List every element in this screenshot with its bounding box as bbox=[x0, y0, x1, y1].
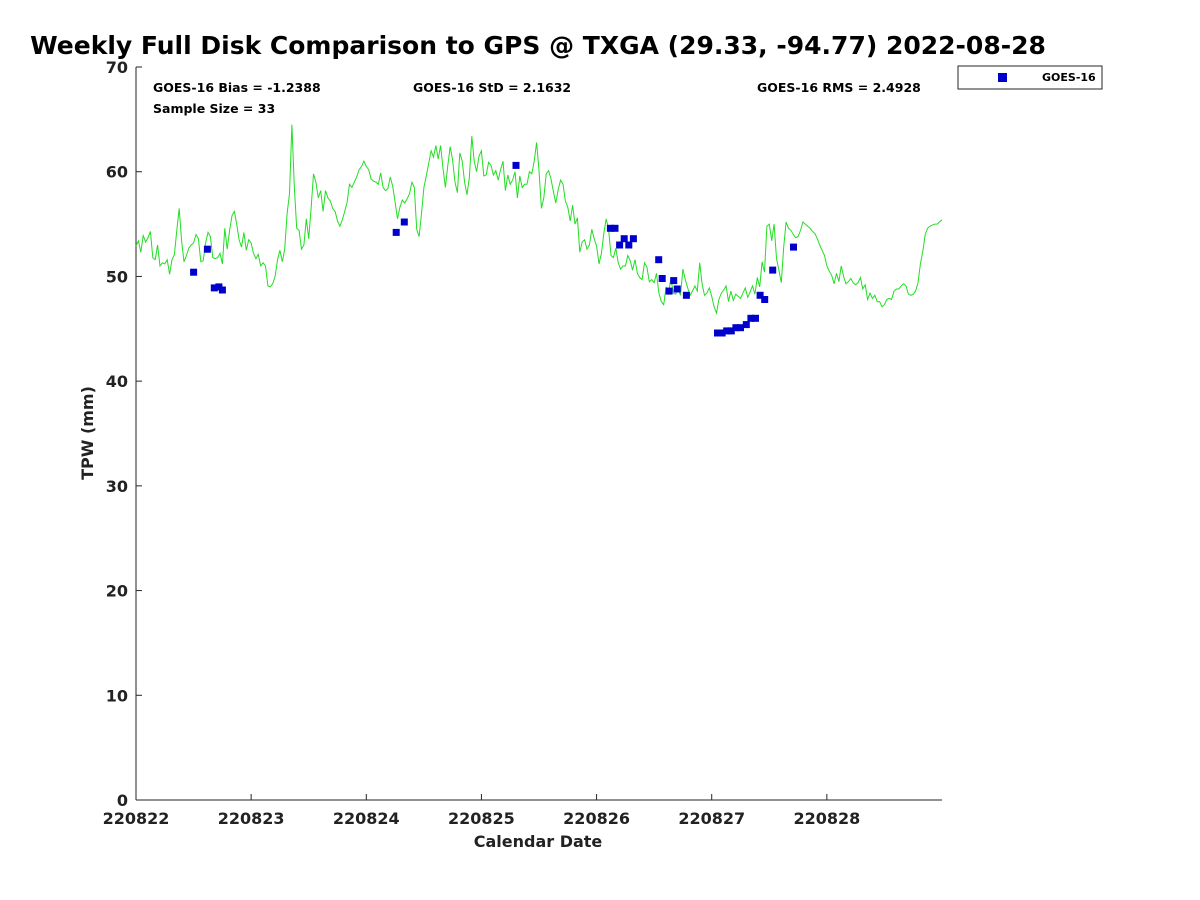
goes16-point bbox=[210, 284, 218, 292]
x-axis-label: Calendar Date bbox=[474, 832, 603, 851]
chart-title: Weekly Full Disk Comparison to GPS @ TXG… bbox=[30, 31, 1046, 60]
y-tick-label: 60 bbox=[106, 163, 128, 182]
goes16-point bbox=[665, 287, 673, 295]
x-tick-label: 220823 bbox=[218, 809, 285, 828]
goes16-point bbox=[616, 241, 624, 249]
goes16-point bbox=[629, 235, 637, 243]
goes16-point bbox=[723, 327, 731, 335]
goes16-point bbox=[682, 291, 690, 299]
goes16-point bbox=[400, 218, 408, 226]
goes16-point bbox=[218, 286, 226, 294]
series-layer bbox=[135, 124, 943, 337]
bias-stat: GOES-16 Bias = -1.2388 bbox=[153, 80, 321, 95]
goes16-point bbox=[611, 224, 619, 232]
x-tick-label: 220825 bbox=[448, 809, 515, 828]
y-tick-label: 50 bbox=[106, 267, 128, 286]
goes16-point bbox=[718, 329, 726, 337]
goes16-point bbox=[512, 161, 520, 169]
goes16-point bbox=[732, 324, 740, 332]
goes16-point bbox=[790, 243, 797, 251]
goes16-point bbox=[392, 228, 400, 236]
goes16-point bbox=[203, 245, 211, 253]
x-tick-label: 220827 bbox=[678, 809, 745, 828]
y-tick-label: 70 bbox=[106, 58, 128, 77]
goes16-point bbox=[606, 224, 614, 232]
goes16-point bbox=[655, 256, 663, 264]
x-tick-label: 220826 bbox=[563, 809, 630, 828]
goes16-point bbox=[742, 321, 750, 329]
goes16-point bbox=[752, 314, 759, 322]
goes16-point bbox=[769, 266, 777, 274]
stats-annotations: GOES-16 Bias = -1.2388 GOES-16 StD = 2.1… bbox=[153, 80, 921, 116]
y-tick-label: 30 bbox=[106, 477, 128, 496]
goes16-point bbox=[714, 329, 721, 337]
y-tick-label: 40 bbox=[106, 372, 128, 391]
x-axis-ticks: 220822 220823 220824 220825 220826 220827 2208… bbox=[103, 794, 860, 828]
goes16-point bbox=[747, 314, 755, 322]
goes16-point bbox=[658, 275, 666, 282]
goes16-point bbox=[761, 296, 769, 303]
rms-stat: GOES-16 RMS = 2.4928 bbox=[757, 80, 921, 95]
plot-area bbox=[135, 67, 942, 801]
legend-marker-goes16 bbox=[998, 73, 1007, 82]
goes16-point bbox=[190, 268, 198, 276]
goes16-point bbox=[673, 285, 681, 293]
goes16-point bbox=[670, 277, 678, 285]
sample-size-stat: Sample Size = 33 bbox=[153, 101, 275, 116]
legend: GOES-16 bbox=[957, 65, 1103, 90]
legend-label-goes16: GOES-16 bbox=[1042, 71, 1096, 84]
y-axis-label: TPW (mm) bbox=[78, 386, 97, 480]
goes16-point bbox=[756, 291, 764, 299]
x-tick-label: 220822 bbox=[103, 809, 170, 828]
goes16-point bbox=[620, 235, 628, 243]
goes16-point bbox=[625, 241, 633, 249]
y-tick-label: 0 bbox=[117, 791, 128, 810]
std-stat: GOES-16 StD = 2.1632 bbox=[413, 80, 571, 95]
y-tick-label: 10 bbox=[106, 686, 128, 705]
y-tick-label: 20 bbox=[106, 582, 128, 601]
x-tick-label: 220828 bbox=[793, 809, 860, 828]
gps-series-line bbox=[135, 124, 943, 315]
y-axis-ticks: 0 10 20 30 40 50 60 70 bbox=[106, 58, 142, 810]
legend-box bbox=[957, 65, 1103, 90]
plot-background bbox=[136, 67, 942, 800]
goes16-point bbox=[737, 324, 744, 332]
x-tick-label: 220824 bbox=[333, 809, 400, 828]
goes16-point bbox=[727, 327, 735, 335]
